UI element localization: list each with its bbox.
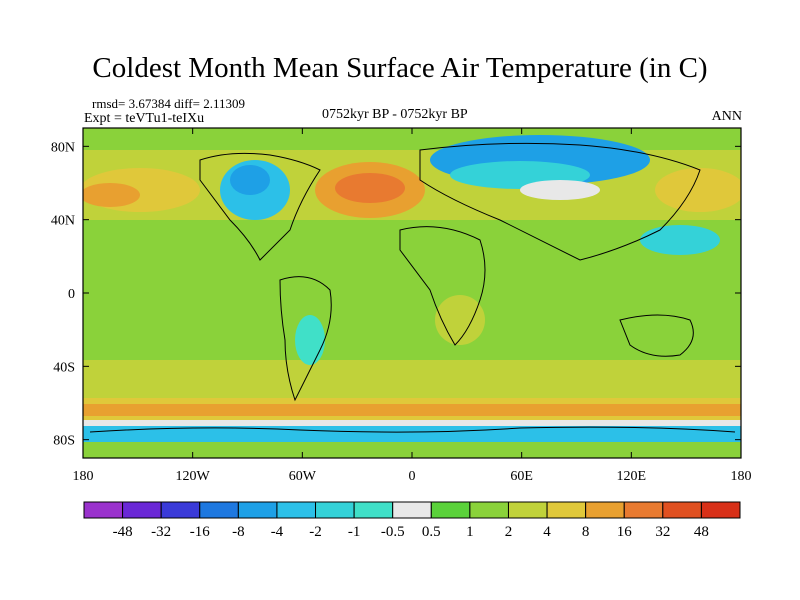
atlantic-hot [335,173,405,203]
colorbar-label: 4 [543,524,551,540]
y-tick-label: 0 [68,287,75,302]
colorbar-label: -0.5 [381,524,405,540]
colorbar-swatch [122,501,162,519]
y-tick-label: 80N [51,140,75,155]
colorbar-swatch [585,501,625,519]
x-tick-label: 120E [617,469,647,484]
colorbar-swatch [430,501,471,519]
colorbar-boxes [83,501,741,519]
colorbar-swatch [353,501,394,519]
antarctic-interior [83,442,741,458]
pacific-warm-west [655,168,741,212]
coastlines [89,142,736,433]
band-tropics [83,268,741,308]
colorbar-label: 16 [617,524,633,540]
colorbar-swatch [469,501,509,519]
colorbar-swatch [392,501,432,519]
colorbar-swatch [662,501,702,519]
season-label: ANN [711,109,742,124]
y-tick-label: 80S [53,434,75,449]
colorbar-label: -48 [113,524,133,540]
band-southern-ocean [83,360,741,400]
eurasia-white [520,180,600,200]
colorbar-swatch [546,501,587,519]
pacific-hot [83,183,140,207]
x-tick-label: 180 [731,469,752,484]
colorbar-label: 2 [505,524,513,540]
colorbar-swatch [160,501,201,519]
antarctic-white [83,420,741,426]
x-tick-label: 60E [510,469,533,484]
period-label: 0752kyr BP - 0752kyr BP [322,107,468,122]
samerica-cool [295,315,325,365]
east-asia-cool [640,225,720,255]
colorbar-label: 32 [655,524,670,540]
colorbar-labels: -48 -32 -16 -8 -4 -2 -1 -0.5 0.5 1 2 4 8 16 32 48 [113,524,709,540]
colorbar-swatch [276,501,317,519]
x-tick-label: 180 [73,469,94,484]
y-tick-label: 40N [51,214,75,229]
experiment-label: Expt = teVTu1-teIXu [84,111,205,126]
colorbar-label: -4 [271,524,284,540]
colorbar-label: 48 [694,524,709,540]
y-tick-label: 40S [53,360,75,375]
colorbar-swatch [199,501,239,519]
stats-label: rmsd= 3.67384 diff= 2.11309 [92,96,245,111]
namerica-core [230,165,270,195]
colorbar-swatch [623,501,664,519]
chart-title: Coldest Month Mean Surface Air Temperatu… [92,52,708,84]
colorbar-label: -1 [348,524,361,540]
colorbar-label: 0.5 [422,524,441,540]
x-tick-label: 60W [289,469,317,484]
colorbar-swatch [507,501,548,519]
colorbar-swatch [237,501,278,519]
axis-ticks: 180 120W 60W 0 60E 120E 180 80N 40N 0 40S 80S [51,128,752,484]
colorbar-label: 1 [466,524,474,540]
colorbar-swatch [83,501,124,519]
x-tick-label: 0 [409,469,416,484]
colorbar-label: -32 [151,524,171,540]
x-tick-label: 120W [176,469,211,484]
colorbar-label: 8 [582,524,590,540]
colorbar-swatch [315,501,355,519]
colorbar-swatch [700,501,741,519]
colorbar-label: -2 [309,524,322,540]
colorbar-label: -16 [190,524,210,540]
band-antarctic-hot [83,404,741,416]
colorbar-label: -8 [232,524,245,540]
